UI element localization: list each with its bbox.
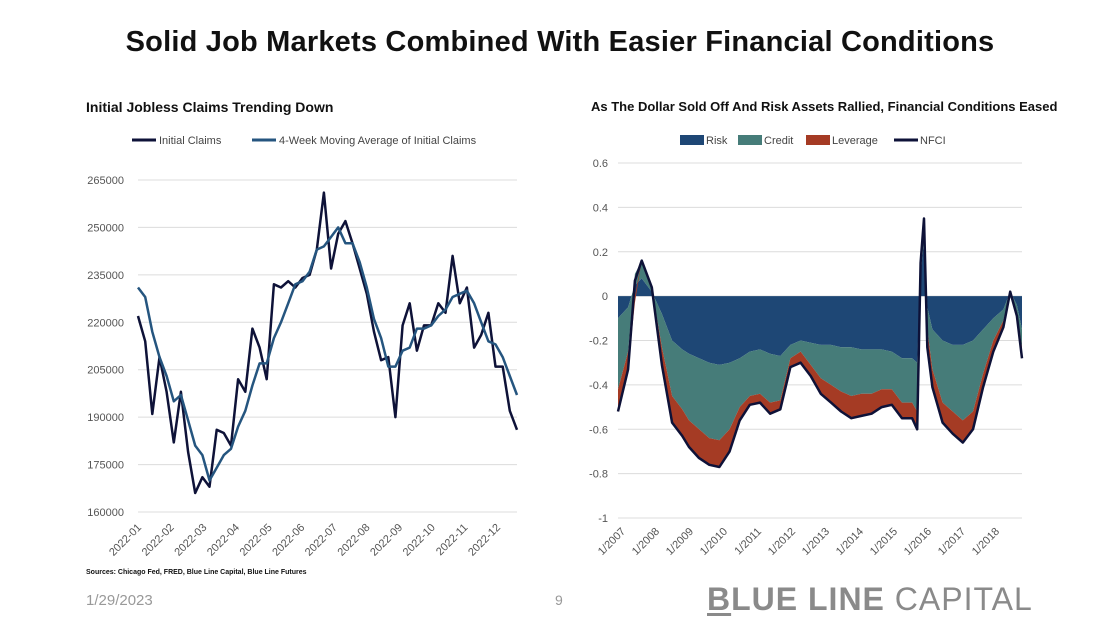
page-number: 9 bbox=[555, 592, 563, 608]
financial-conditions-chart: -1 -0.8 -0.6 -0.4 -0.2 0 0.2 0.4 0.6 1/2007 1/2008… bbox=[589, 135, 1024, 558]
x-tick-label: 2022-07 bbox=[303, 522, 340, 559]
y-tick-label: -1 bbox=[598, 513, 608, 525]
series-line bbox=[616, 217, 1024, 469]
legend-swatch bbox=[738, 135, 762, 145]
sources-note: Sources: Chicago Fed, FRED, Blue Line Ca… bbox=[86, 569, 307, 576]
x-tick-label: 1/2011 bbox=[732, 526, 764, 558]
legend-label: Initial Claims bbox=[159, 135, 222, 147]
footer-date: 1/29/2023 bbox=[86, 592, 153, 609]
left-chart-title: Initial Jobless Claims Trending Down bbox=[86, 99, 334, 115]
x-tick-label: 1/2009 bbox=[664, 526, 696, 558]
company-logo: BLUE LINE CAPITAL bbox=[707, 581, 1033, 618]
legend-label: Risk bbox=[706, 135, 728, 147]
x-tick-label: 1/2012 bbox=[766, 526, 798, 558]
y-tick-label: -0.6 bbox=[589, 424, 608, 436]
x-tick-label: 2022-12 bbox=[466, 522, 503, 559]
x-tick-label: 1/2010 bbox=[698, 526, 730, 558]
series-line bbox=[137, 226, 519, 482]
x-tick-label: 2022-08 bbox=[336, 522, 373, 559]
y-tick-label: 190000 bbox=[87, 412, 124, 424]
y-tick-label: -0.8 bbox=[589, 469, 608, 481]
x-tick-label: 2022-11 bbox=[434, 522, 470, 558]
jobless-claims-chart: 160000 175000 190000 205000 220000 235000 2500… bbox=[87, 135, 519, 559]
right-chart-title: As The Dollar Sold Off And Risk Assets R… bbox=[591, 99, 1058, 114]
x-tick-label: 2022-06 bbox=[270, 522, 307, 559]
legend-label: Leverage bbox=[832, 135, 878, 147]
logo-part-2: LUE LINE bbox=[731, 581, 885, 617]
x-tick-label: 1/2008 bbox=[630, 526, 662, 558]
x-tick-label: 2022-10 bbox=[401, 522, 438, 559]
y-tick-label: 175000 bbox=[87, 460, 124, 472]
x-tick-label: 1/2016 bbox=[902, 526, 934, 558]
x-tick-label: 1/2017 bbox=[936, 526, 968, 558]
x-tick-label: 1/2014 bbox=[834, 526, 866, 558]
logo-part-3: CAPITAL bbox=[884, 581, 1033, 617]
series-line bbox=[136, 191, 519, 495]
y-tick-label: 0 bbox=[602, 291, 608, 303]
logo-part-1: B bbox=[707, 581, 732, 617]
legend-swatch bbox=[806, 135, 830, 145]
legend-label: 4-Week Moving Average of Initial Claims bbox=[279, 135, 477, 147]
x-tick-label: 2022-02 bbox=[140, 522, 177, 559]
series-area bbox=[618, 218, 1022, 441]
x-tick-label: 2022-03 bbox=[172, 522, 209, 559]
x-tick-label: 2022-09 bbox=[368, 522, 405, 559]
legend-label: NFCI bbox=[920, 135, 946, 147]
x-tick-label: 2022-04 bbox=[205, 522, 242, 559]
x-tick-label: 1/2015 bbox=[868, 526, 900, 558]
y-tick-label: -0.4 bbox=[589, 380, 608, 392]
x-tick-label: 2022-01 bbox=[107, 522, 144, 559]
y-tick-label: 220000 bbox=[87, 317, 124, 329]
y-tick-label: 0.6 bbox=[593, 158, 608, 170]
legend-label: Credit bbox=[764, 135, 793, 147]
page-title: Solid Job Markets Combined With Easier F… bbox=[125, 26, 995, 58]
y-tick-label: 0.4 bbox=[593, 202, 608, 214]
y-tick-label: -0.2 bbox=[589, 336, 608, 348]
x-tick-label: 1/2007 bbox=[596, 526, 628, 558]
y-tick-label: 0.2 bbox=[593, 247, 608, 259]
y-tick-label: 235000 bbox=[87, 270, 124, 282]
y-tick-label: 160000 bbox=[87, 507, 124, 519]
x-tick-label: 1/2013 bbox=[800, 526, 832, 558]
y-tick-label: 265000 bbox=[87, 175, 124, 187]
x-tick-label: 1/2018 bbox=[970, 526, 1002, 558]
y-tick-label: 205000 bbox=[87, 365, 124, 377]
x-tick-label: 2022-05 bbox=[238, 522, 275, 559]
legend-swatch bbox=[680, 135, 704, 145]
y-tick-label: 250000 bbox=[87, 222, 124, 234]
